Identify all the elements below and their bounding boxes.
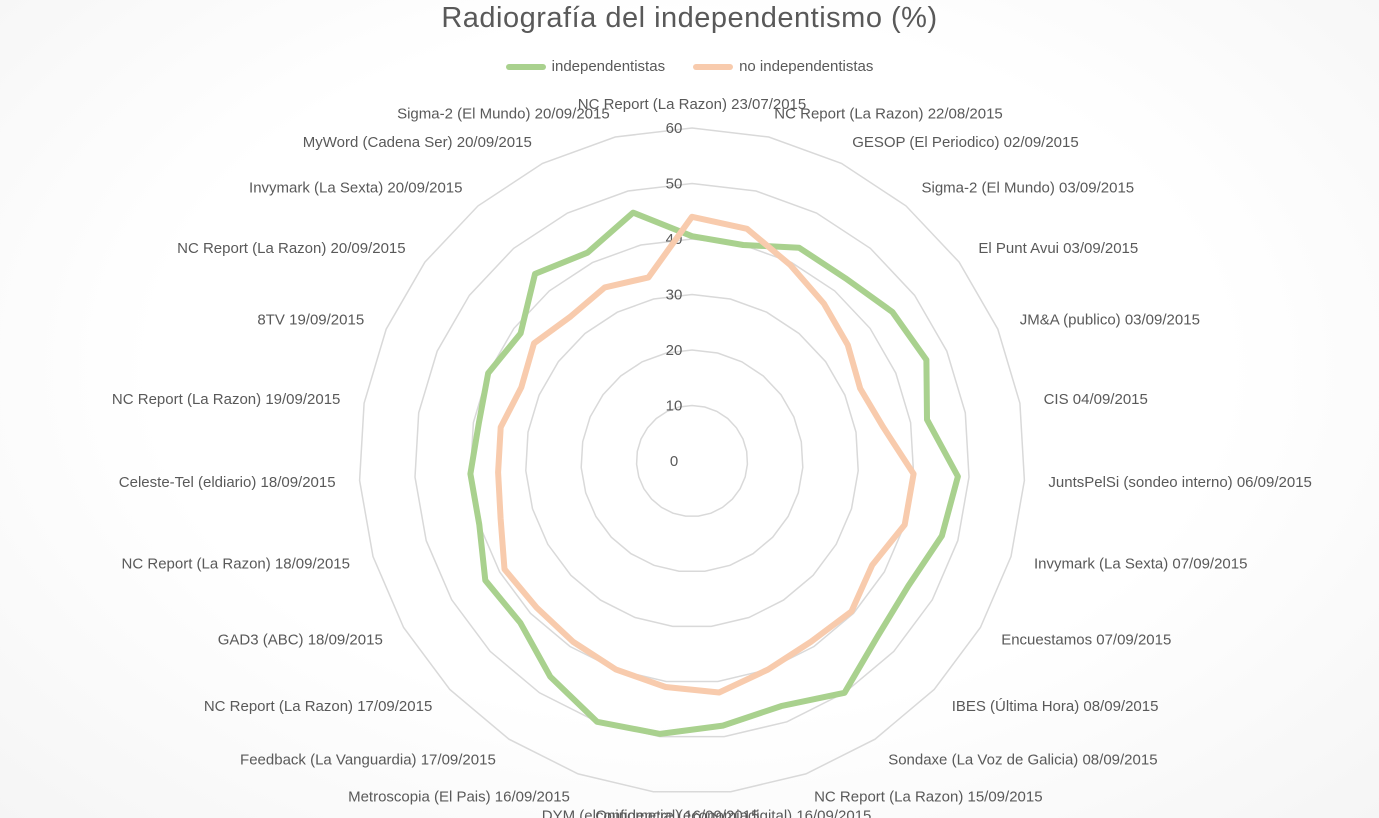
tick-label: 60: [666, 120, 683, 137]
category-label: Sigma-2 (El Mundo) 03/09/2015: [922, 180, 1135, 197]
chart-title: Radiografía del independentismo (%): [441, 2, 938, 34]
category-label: Sondaxe (La Voz de Galicia) 08/09/2015: [888, 751, 1157, 768]
gridline-60: [358, 127, 1026, 793]
legend-item-independentistas: independentistas: [505, 58, 666, 75]
tick-label: 50: [666, 176, 683, 193]
category-label: NC Report (La Razon) 18/09/2015: [122, 555, 350, 572]
category-label: NC Report (La Razon) 17/09/2015: [204, 698, 432, 715]
category-label: Sigma-2 (El Mundo) 20/09/2015: [397, 106, 610, 123]
legend-label-independentistas: independentistas: [551, 58, 666, 75]
legend-swatch-independentistas: [505, 63, 546, 70]
legend-label-no-independentistas: no independentistas: [739, 58, 874, 75]
gridline-50: [414, 182, 970, 738]
category-label: El Punt Avui 03/09/2015: [978, 240, 1138, 257]
legend-swatch-no-independentistas: [693, 63, 734, 70]
gridline-40: [469, 238, 915, 683]
gridline-30: [525, 293, 859, 628]
category-label: Metroscopia (El Pais) 16/09/2015: [348, 789, 570, 806]
category-label: JM&A (publico) 03/09/2015: [1020, 312, 1200, 329]
category-label: 8TV 19/09/2015: [257, 312, 364, 329]
tick-label: 10: [666, 398, 683, 415]
category-label: Invymark (La Sexta) 20/09/2015: [249, 180, 462, 197]
tick-label: 20: [666, 342, 683, 359]
gridline-20: [580, 349, 804, 572]
category-label: Invymark (La Sexta) 07/09/2015: [1034, 555, 1247, 572]
category-label: JuntsPelSi (sondeo interno) 06/09/2015: [1048, 474, 1312, 491]
series-line-no-independentistas: [495, 213, 917, 696]
tick-label: 30: [666, 287, 683, 304]
tick-label: 0: [670, 453, 678, 470]
category-label: GESOP (El Periodico) 02/09/2015: [852, 134, 1079, 151]
gridline-10: [635, 404, 749, 517]
category-label: MyWord (Cadena Ser) 20/09/2015: [303, 134, 532, 151]
category-label: Feedback (La Vanguardia) 17/09/2015: [240, 751, 496, 768]
series-line-independentistas: [467, 209, 961, 737]
category-label: Celeste-Tel (eldiario) 18/09/2015: [119, 474, 336, 491]
legend-item-no-independentistas: no independentistas: [693, 58, 873, 75]
category-label: NC Report (La Razon) 20/09/2015: [177, 240, 405, 257]
category-label: IBES (Última Hora) 08/09/2015: [952, 698, 1159, 715]
legend: independentistas no independentistas: [0, 58, 1379, 75]
category-label: NC Report (La Razon) 22/08/2015: [774, 106, 1002, 123]
category-label: NC Report (La Razon) 19/09/2015: [112, 391, 340, 408]
category-label: NC Report (La Razon) 15/09/2015: [814, 789, 1042, 806]
category-label: GAD3 (ABC) 18/09/2015: [218, 632, 383, 649]
category-label: Encuestamos 07/09/2015: [1001, 632, 1171, 649]
category-label: NC Report (La Razon) 23/07/2015: [578, 96, 806, 113]
category-label: CIS 04/09/2015: [1044, 391, 1148, 408]
category-label: DYM (elconfidencial) 16/09/2015: [542, 808, 760, 818]
category-label: Opinometre (economiadigital) 16/09/2015: [595, 808, 871, 818]
